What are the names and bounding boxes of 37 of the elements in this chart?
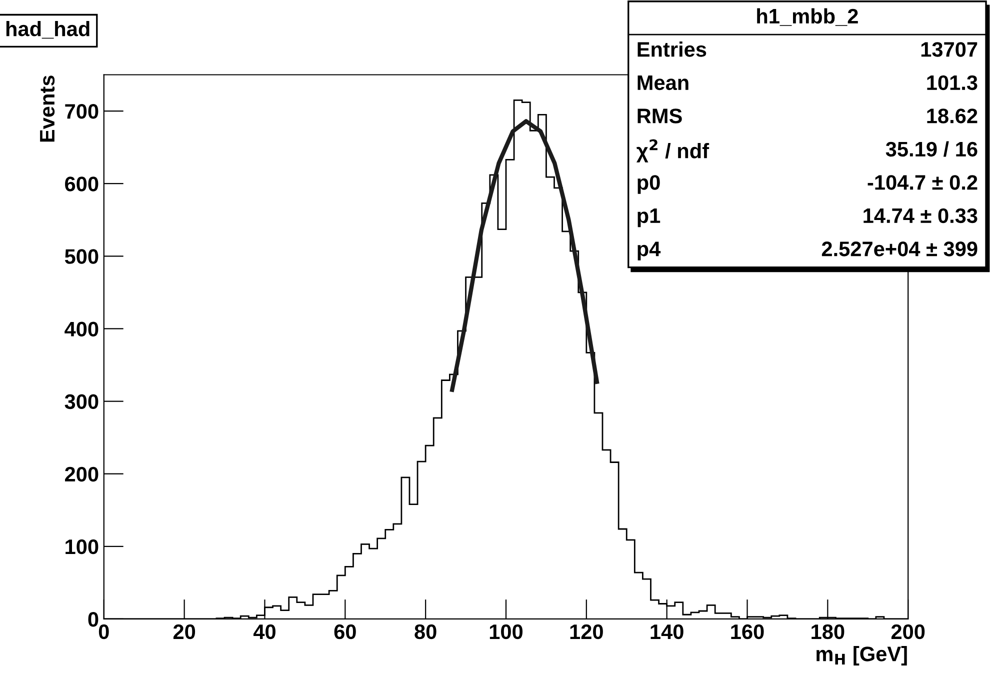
text: 101.3: [927, 75, 978, 90]
x-tick-label: 40: [253, 624, 276, 640]
y-tick-label: 300: [64, 394, 98, 410]
x-tick-label: 20: [173, 624, 196, 640]
x-tick-label: 140: [650, 624, 684, 640]
annotation: 14.74 ± 0.33: [864, 208, 978, 224]
y-tick-label: 500: [64, 249, 98, 264]
x-axis-title: m$_{H}$ [GeV]: [816, 646, 907, 666]
x-tick-label: 180: [812, 624, 844, 640]
x-tick-label: 160: [731, 624, 764, 640]
y-tick-label: 400: [64, 322, 98, 336]
x-tick-label: 120: [570, 624, 603, 640]
x-tick-label: 200: [891, 624, 925, 640]
x-tick-label: 0: [98, 624, 109, 640]
text: Entries: [638, 42, 706, 57]
chart-title: had_had: [6, 20, 90, 39]
annotation: 35.19 / 16: [886, 141, 978, 157]
y-tick-label: 200: [65, 466, 98, 482]
y-axis-title: Events: [40, 76, 55, 142]
x-tick-label: 100: [490, 624, 523, 640]
annotation: p4: [638, 242, 661, 260]
annotation: 2.527e+04 ± 399: [822, 242, 978, 256]
y-tick-label: 0: [88, 612, 98, 627]
x-tick-label: 80: [414, 624, 436, 640]
annotation: Mean: [638, 76, 688, 90]
text: h1_mbb_2: [757, 8, 858, 26]
text: 18.62: [927, 108, 978, 124]
y-tick-label: 600: [65, 176, 98, 192]
x-tick-label: 60: [334, 624, 356, 640]
y-tick-label: 100: [66, 539, 98, 554]
annotation: p0: [638, 175, 660, 194]
annotation: p1: [638, 208, 660, 228]
y-tick-label: 700: [65, 104, 98, 119]
annotation: χ$^{2}$ / ndf: [636, 139, 710, 162]
annotation: RMS: [638, 108, 682, 124]
text: 13707: [921, 42, 978, 57]
annotation: -104.7 ± 0.2: [868, 175, 978, 190]
